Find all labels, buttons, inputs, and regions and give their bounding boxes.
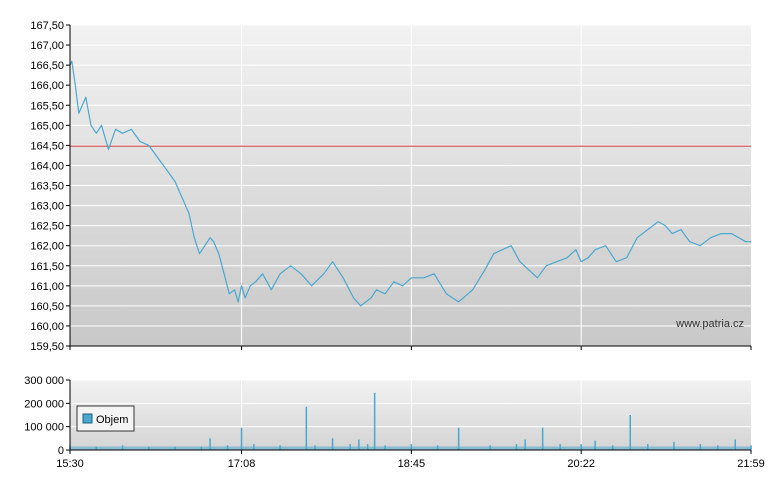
price-y-tick-label: 160,00 bbox=[30, 321, 64, 333]
volume-bar bbox=[673, 441, 675, 450]
price-y-tick-label: 161,00 bbox=[30, 281, 64, 293]
volume-baseline-band bbox=[71, 446, 751, 450]
volume-legend: Objem bbox=[76, 405, 135, 432]
volume-bars-group bbox=[69, 392, 752, 450]
volume-bar bbox=[358, 439, 360, 450]
x-tick-label: 18:45 bbox=[398, 458, 426, 470]
volume-y-tick-label: 100 000 bbox=[24, 422, 64, 434]
volume-bar bbox=[457, 427, 460, 450]
price-series-line bbox=[69, 60, 751, 307]
volume-bar bbox=[594, 440, 596, 450]
x-tick-label: 15:30 bbox=[56, 458, 84, 470]
price-y-tick-label: 166,00 bbox=[30, 80, 64, 92]
volume-bar bbox=[629, 415, 631, 450]
price-gridlines bbox=[70, 24, 751, 347]
volume-y-tick-label: 300 000 bbox=[24, 375, 64, 387]
price-y-tick-label: 161,50 bbox=[30, 261, 64, 273]
x-tick-label: 21:59 bbox=[737, 458, 765, 470]
price-y-tick-label: 163,00 bbox=[30, 201, 64, 213]
volume-bar bbox=[541, 427, 544, 450]
price-y-tick-label: 160,50 bbox=[30, 301, 64, 313]
volume-bar bbox=[373, 392, 376, 450]
price-line-group bbox=[69, 60, 751, 307]
volume-y-tick-label: 0 bbox=[58, 445, 64, 457]
volume-gridlines bbox=[70, 379, 751, 450]
price-y-tick-label: 164,00 bbox=[30, 160, 64, 172]
x-tick-label: 17:08 bbox=[228, 458, 256, 470]
volume-bar bbox=[209, 438, 211, 450]
watermark: www.patria.cz bbox=[675, 318, 744, 330]
volume-bar bbox=[331, 438, 334, 450]
price-y-tick-label: 159,50 bbox=[30, 341, 64, 353]
volume-bar bbox=[734, 439, 736, 450]
x-axis-time-labels: 15:30 17:08 18:45 20:22 21:59 bbox=[56, 450, 765, 470]
legend-label: Objem bbox=[96, 414, 128, 426]
volume-panel-background bbox=[70, 380, 751, 450]
price-y-axis: 167,50 167,00 166,50 166,00 165,50 165,00 164,… bbox=[30, 20, 70, 353]
price-x-axis-ticks bbox=[69, 346, 752, 350]
price-y-tick-label: 163,50 bbox=[30, 181, 64, 193]
volume-bar bbox=[524, 439, 526, 450]
legend-swatch bbox=[82, 413, 93, 424]
price-y-tick-label: 164,50 bbox=[30, 140, 64, 152]
price-y-tick-label: 166,50 bbox=[30, 60, 64, 72]
price-y-tick-label: 167,00 bbox=[30, 40, 64, 52]
volume-bar bbox=[240, 427, 243, 450]
volume-y-axis: 300 000 200 000 100 000 0 bbox=[24, 375, 70, 457]
x-tick-label: 20:22 bbox=[567, 458, 595, 470]
price-y-tick-label: 165,00 bbox=[30, 120, 64, 132]
price-y-tick-label: 167,50 bbox=[30, 20, 64, 32]
price-y-tick-label: 162,00 bbox=[30, 241, 64, 253]
volume-y-tick-label: 200 000 bbox=[24, 398, 64, 410]
volume-bar bbox=[750, 445, 752, 450]
volume-bar bbox=[305, 406, 308, 450]
price-y-tick-label: 165,50 bbox=[30, 100, 64, 112]
price-y-tick-label: 162,50 bbox=[30, 221, 64, 233]
